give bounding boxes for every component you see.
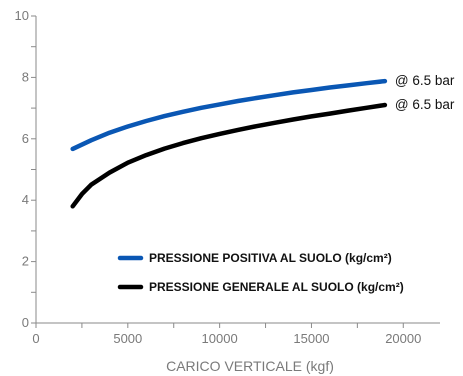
chart-end-labels: @ 6.5 bar @ 6.5 bar: [395, 73, 455, 112]
y-tick-label: 0: [22, 315, 29, 330]
series-end-label-1: @ 6.5 bar: [395, 73, 455, 88]
y-tick-label: 8: [22, 69, 29, 84]
chart-legend: PRESSIONE POSITIVA AL SUOLO (kg/cm²) PRES…: [117, 251, 404, 294]
x-tick-label: 20000: [385, 331, 421, 346]
legend-label-1: PRESSIONE POSITIVA AL SUOLO (kg/cm²): [149, 251, 392, 265]
chart-series-lines: [70, 78, 388, 209]
series-line-2: [70, 102, 388, 209]
y-tick-label: 4: [22, 192, 29, 207]
series-line-1: [70, 78, 388, 152]
y-tick-label: 6: [22, 131, 29, 146]
x-tick-label: 0: [32, 331, 39, 346]
series-end-label-2: @ 6.5 bar: [395, 97, 455, 112]
x-tick-label: 10000: [202, 331, 238, 346]
chart-axes: 0 2 4 6 8 10 0 5000 10000 15000 20000: [15, 8, 440, 346]
legend-label-2: PRESSIONE GENERALE AL SUOLO (kg/cm²): [149, 280, 404, 294]
x-axis-label: CARICO VERTICALE (kgf): [166, 358, 334, 374]
x-tick-label: 5000: [113, 331, 142, 346]
x-tick-label: 15000: [293, 331, 329, 346]
y-tick-label: 2: [22, 254, 29, 269]
y-tick-label: 10: [15, 8, 29, 23]
